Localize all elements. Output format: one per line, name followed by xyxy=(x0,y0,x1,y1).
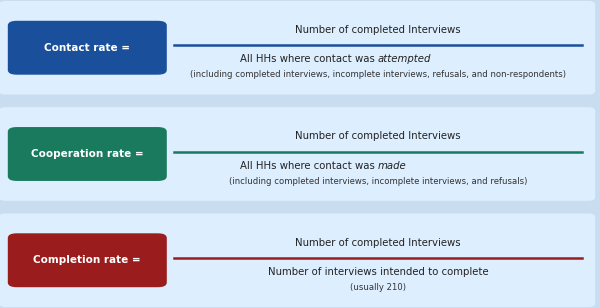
FancyBboxPatch shape xyxy=(0,213,595,307)
Text: Completion rate =: Completion rate = xyxy=(34,255,141,265)
FancyBboxPatch shape xyxy=(8,233,167,287)
FancyBboxPatch shape xyxy=(0,107,595,201)
Text: All HHs where contact was: All HHs where contact was xyxy=(240,55,378,64)
Text: (including completed interviews, incomplete interviews, refusals, and non-respon: (including completed interviews, incompl… xyxy=(190,70,566,79)
Text: attempted: attempted xyxy=(378,55,431,64)
Text: (including completed interviews, incomplete interviews, and refusals): (including completed interviews, incompl… xyxy=(229,176,527,186)
Text: Cooperation rate =: Cooperation rate = xyxy=(31,149,143,159)
Text: Number of completed Interviews: Number of completed Interviews xyxy=(295,238,461,248)
Text: Number of interviews intended to complete: Number of interviews intended to complet… xyxy=(268,267,488,277)
Text: Number of completed Interviews: Number of completed Interviews xyxy=(295,132,461,141)
Text: Contact rate =: Contact rate = xyxy=(44,43,130,53)
Text: (usually 210): (usually 210) xyxy=(350,283,406,292)
FancyBboxPatch shape xyxy=(8,127,167,181)
Text: made: made xyxy=(378,161,407,171)
Text: Number of completed Interviews: Number of completed Interviews xyxy=(295,25,461,35)
FancyBboxPatch shape xyxy=(8,21,167,75)
Text: All HHs where contact was: All HHs where contact was xyxy=(240,161,378,171)
FancyBboxPatch shape xyxy=(0,1,595,95)
